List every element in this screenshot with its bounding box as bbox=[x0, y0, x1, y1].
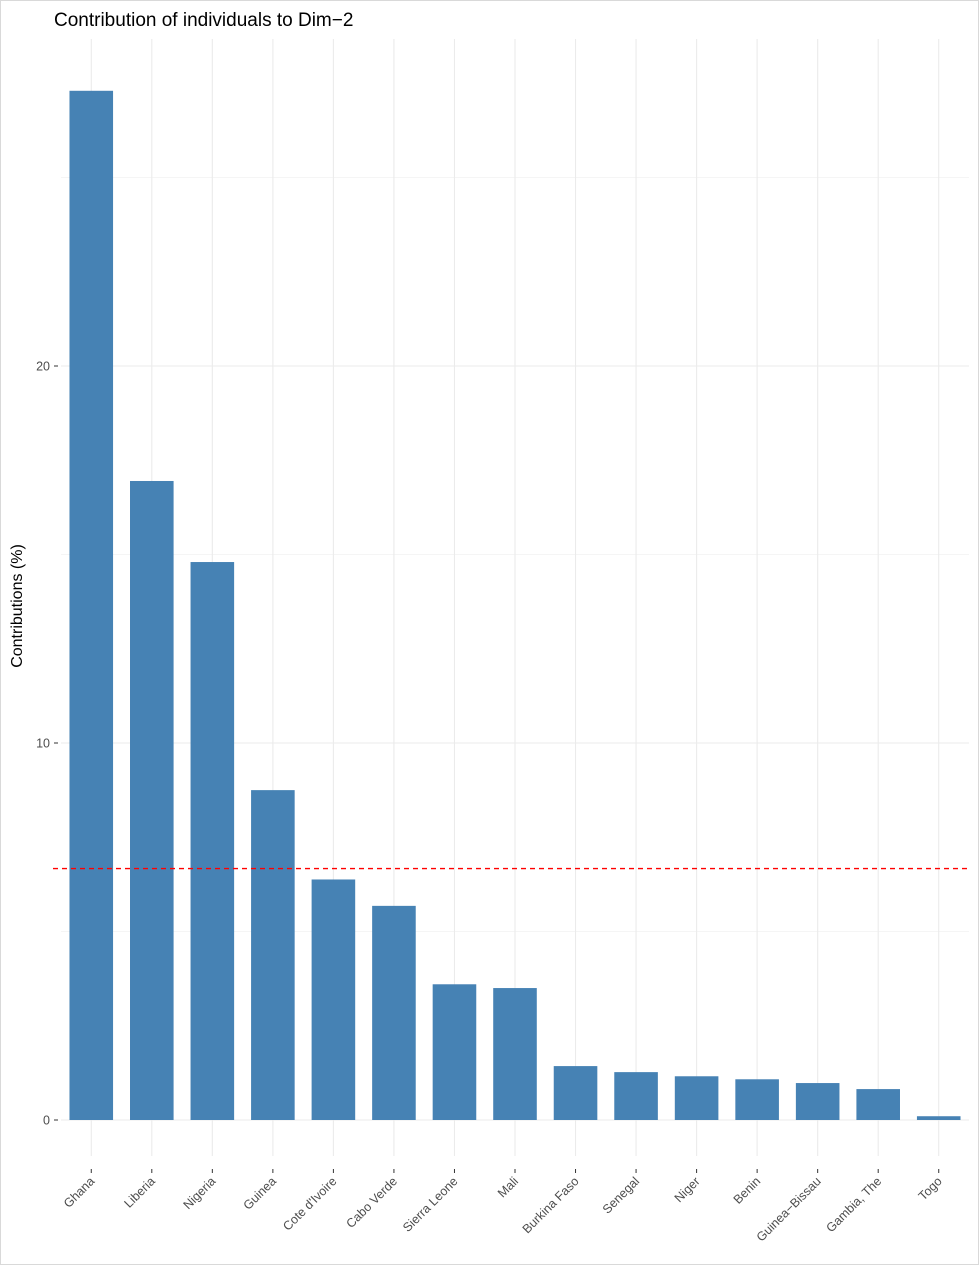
bar-niger bbox=[674, 1076, 719, 1120]
x-tick-label: Cote d'Ivoire bbox=[280, 1174, 339, 1233]
bar-gambia-the bbox=[856, 1089, 900, 1120]
y-tick-label: 20 bbox=[36, 360, 50, 374]
bar-cote-d-ivoire bbox=[311, 879, 356, 1120]
x-tick-label: Niger bbox=[672, 1174, 703, 1205]
bar-togo bbox=[916, 1116, 961, 1120]
x-tick-label: Mali bbox=[495, 1174, 521, 1200]
bar-sierra-leone bbox=[432, 984, 477, 1120]
bar-senegal bbox=[614, 1072, 658, 1120]
x-tick-label: Cabo Verde bbox=[343, 1174, 400, 1231]
bar-liberia bbox=[130, 480, 174, 1120]
x-axis: Ghana Liberia Nigeria Guinea Cote d'Ivoire Ca… bbox=[61, 1169, 945, 1244]
y-tick-label: 0 bbox=[43, 1114, 50, 1128]
bar-guinea-bissau bbox=[795, 1083, 840, 1120]
x-tick-label: Burkina Faso bbox=[520, 1174, 582, 1236]
bars bbox=[69, 90, 961, 1120]
bar-benin bbox=[735, 1079, 779, 1120]
x-tick-label: Liberia bbox=[121, 1174, 157, 1210]
x-tick-label: Ghana bbox=[61, 1174, 97, 1210]
x-tick-label: Benin bbox=[731, 1174, 764, 1207]
y-axis-title: Contributions (%) bbox=[9, 544, 26, 668]
bar-burkina-faso bbox=[553, 1066, 598, 1120]
bar-mali bbox=[493, 988, 537, 1120]
grid-lines bbox=[61, 39, 969, 1156]
bar-guinea bbox=[251, 790, 295, 1120]
x-tick-label: Gambia, The bbox=[823, 1174, 884, 1235]
x-tick-label: Togo bbox=[916, 1174, 945, 1203]
x-tick-label: Guinea−Bissau bbox=[754, 1174, 824, 1244]
bar-nigeria bbox=[190, 562, 235, 1120]
bar-ghana bbox=[69, 90, 114, 1120]
x-tick-label: Sierra Leone bbox=[400, 1174, 461, 1235]
x-tick-label: Guinea bbox=[241, 1174, 279, 1212]
bar-cabo-verde bbox=[372, 905, 416, 1120]
y-axis: 0 10 20 bbox=[36, 360, 58, 1128]
x-tick-label: Nigeria bbox=[181, 1174, 219, 1212]
chart-title: Contribution of individuals to Dim−2 bbox=[54, 10, 353, 31]
y-tick-label: 10 bbox=[36, 737, 50, 751]
x-tick-label: Senegal bbox=[600, 1174, 642, 1216]
